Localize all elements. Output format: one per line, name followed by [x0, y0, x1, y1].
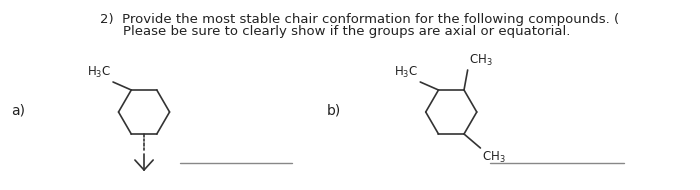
Text: 2)  Provide the most stable chair conformation for the following compounds. (: 2) Provide the most stable chair conform…	[100, 13, 620, 26]
Text: H$_3$C: H$_3$C	[394, 65, 419, 80]
Text: a): a)	[11, 103, 25, 117]
Text: CH$_3$: CH$_3$	[482, 150, 506, 165]
Text: CH$_3$: CH$_3$	[470, 53, 494, 68]
Text: b): b)	[326, 103, 341, 117]
Text: Please be sure to clearly show if the groups are axial or equatorial.: Please be sure to clearly show if the gr…	[123, 25, 570, 38]
Text: H$_3$C: H$_3$C	[87, 65, 111, 80]
